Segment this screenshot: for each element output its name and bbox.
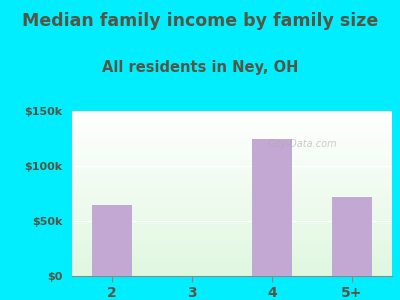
- Text: Median family income by family size: Median family income by family size: [22, 12, 378, 30]
- Text: All residents in Ney, OH: All residents in Ney, OH: [102, 60, 298, 75]
- Bar: [252, 139, 292, 276]
- Bar: [332, 197, 372, 276]
- Text: City-Data.com: City-Data.com: [268, 139, 337, 149]
- Bar: [92, 205, 132, 276]
